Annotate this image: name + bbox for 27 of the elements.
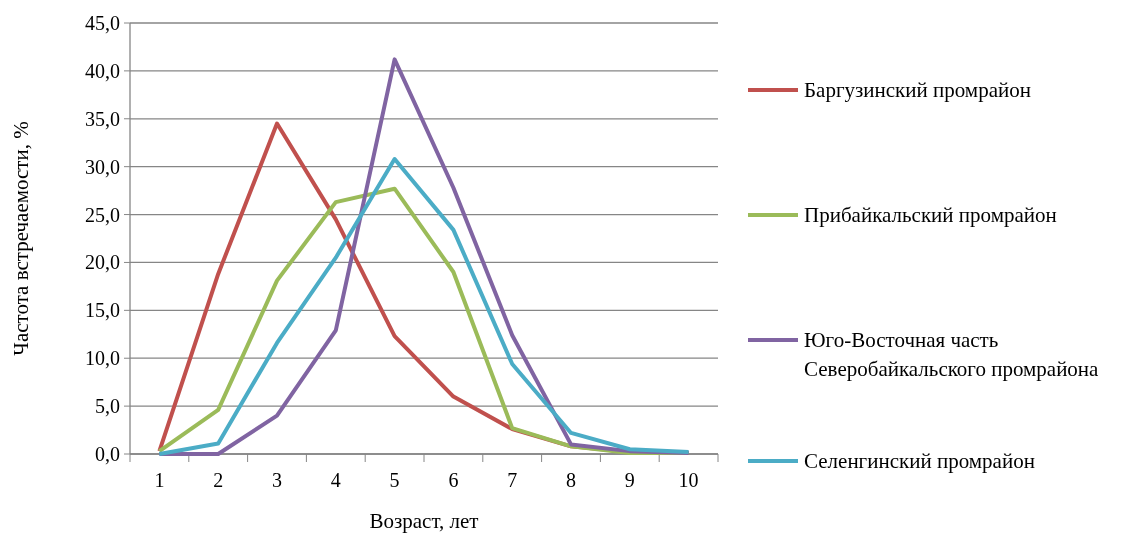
- y-tick-label: 20,0: [85, 251, 120, 274]
- y-tick-label: 15,0: [85, 299, 120, 322]
- line-series: [157, 57, 691, 456]
- y-axis-title: Частота встречаемости, %: [9, 121, 33, 356]
- y-tick-label: 30,0: [85, 155, 120, 178]
- legend-label: Баргузинский промрайон: [804, 78, 1031, 102]
- x-tick-label: 3: [272, 469, 282, 491]
- x-tick-label: 7: [507, 469, 518, 491]
- y-tick-label: 35,0: [85, 107, 120, 130]
- x-tick-label: 6: [448, 469, 459, 491]
- y-tick-label: 40,0: [85, 59, 120, 82]
- x-tick-label: 2: [213, 469, 224, 491]
- x-tick-label: 8: [566, 469, 576, 491]
- x-tick-label: 4: [330, 469, 341, 491]
- y-tick-label: 0,0: [95, 443, 120, 465]
- x-tick-label: 1: [154, 469, 165, 491]
- x-tick-label: 5: [389, 469, 400, 491]
- x-tick-label: 10: [678, 469, 699, 491]
- y-tick-label: 45,0: [85, 12, 120, 34]
- legend-label: Селенгинский промрайон: [804, 449, 1035, 473]
- y-tick-label: 25,0: [85, 203, 120, 226]
- y-tick-label: 5,0: [95, 395, 120, 418]
- y-tick-label: 10,0: [85, 347, 120, 370]
- x-axis-title: Возраст, лет: [369, 509, 479, 533]
- x-tick-label: 9: [624, 469, 635, 491]
- legend-label: Прибайкальский промрайон: [804, 203, 1057, 227]
- legend-label: Юго-Восточная часть Северобайкальского промрайона: [804, 328, 1100, 381]
